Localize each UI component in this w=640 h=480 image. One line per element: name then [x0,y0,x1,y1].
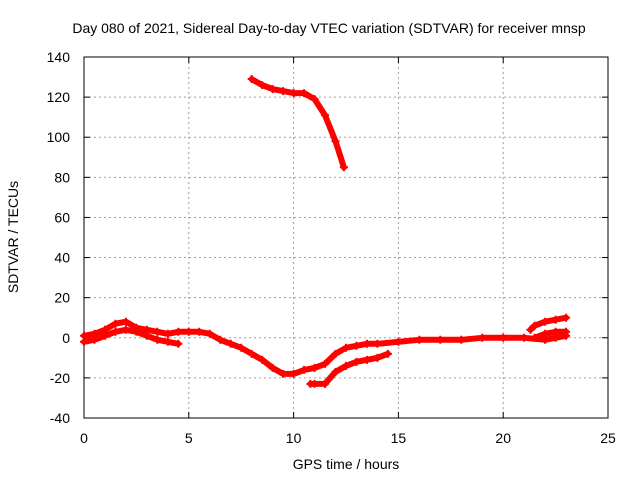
data-point [80,337,88,346]
data-point [195,327,204,336]
data-point [394,337,403,346]
x-tick-label: 10 [286,430,302,446]
data-point [163,329,172,338]
data-point [551,327,560,336]
data-point [321,111,330,120]
data-point [562,327,571,336]
data-point [174,327,183,336]
data-point [310,363,319,372]
y-tick-label: -40 [50,410,70,426]
series-lower-band [81,326,182,347]
data-point [526,325,535,334]
data-point [457,335,466,344]
x-axis-label: GPS time / hours [293,456,400,472]
data-point [142,331,151,340]
y-tick-label: 60 [54,209,70,225]
x-tick-label: 0 [80,430,88,446]
data-point [289,89,298,98]
data-point [279,87,288,96]
data-point [342,343,350,352]
data-point [352,341,361,350]
data-point [184,327,193,336]
data-point [499,333,508,342]
data-point [321,359,330,368]
series-high-arc [248,76,347,171]
y-tick-label: 120 [47,89,71,105]
data-point [111,319,120,328]
data-point [530,321,539,330]
data-point [352,357,361,366]
x-tick-label: 15 [391,430,407,446]
data-point [478,333,487,342]
data-point [121,325,130,334]
data-point [174,339,183,348]
data-point [310,379,319,388]
data-point [90,335,99,344]
data-point [551,315,560,324]
data-point [226,339,235,348]
data-point [530,333,539,342]
y-tick-label: 80 [54,169,70,185]
data-point [520,333,529,342]
data-point [362,355,371,364]
x-tick-label: 25 [600,430,616,446]
data-point [268,363,277,372]
series-late-upper [527,314,570,333]
data-point [339,163,348,172]
y-tick-label: 20 [54,290,70,306]
data-point [541,317,550,326]
data-point [436,335,445,344]
y-tick-label: 100 [47,129,71,145]
y-axis-label: SDTVAR / TECUs [5,181,21,293]
series-late-lower [531,328,570,341]
chart-title: Day 080 of 2021, Sidereal Day-to-day VTE… [72,20,585,36]
data-point [153,327,162,336]
data-point [247,75,256,84]
data-point [331,137,340,146]
data-point [373,353,382,362]
x-tick-label: 20 [495,430,511,446]
x-tick-label: 5 [185,430,193,446]
data-point [279,369,288,378]
data-point [310,95,319,104]
data-point [321,379,330,388]
y-tick-label: 40 [54,250,70,266]
data-point [153,335,162,344]
data-point [289,369,298,378]
y-tick-label: -20 [50,370,70,386]
data-point [362,339,371,348]
data-point [300,89,309,98]
data-point [237,343,246,352]
data-point [562,313,571,322]
data-point [541,329,550,338]
data-point [247,349,256,358]
data-point [331,367,340,376]
data-point [258,355,267,364]
data-point [373,339,382,348]
data-point [415,335,424,344]
y-tick-label: 0 [62,330,70,346]
data-point [111,327,120,336]
data-point [300,365,309,374]
y-tick-label: 140 [47,49,71,65]
data-point [342,361,350,370]
data-point [132,327,141,336]
axis-ticks: 0 5 10 15 20 25 -40 -20 0 20 40 60 80 100 120 140 [47,49,616,446]
data-point [163,337,172,346]
data-point [258,81,267,90]
data-point [383,349,392,358]
data-point [268,85,277,94]
data-point [205,329,214,338]
data-series [80,75,571,388]
data-point [100,331,109,340]
data-point [331,349,340,358]
plot-frame [83,56,609,419]
data-point [216,335,225,344]
data-point [121,317,130,326]
